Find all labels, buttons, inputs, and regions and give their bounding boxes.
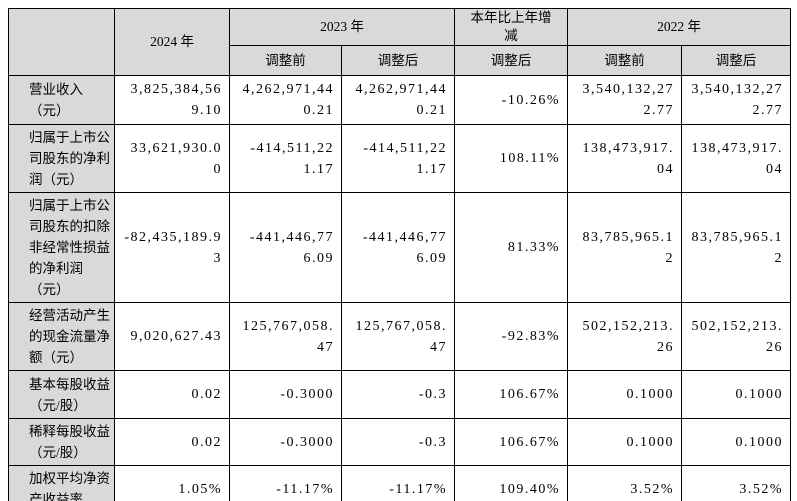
cell-2023-after: -414,511,221.17 [341,124,455,193]
row-label: 归属于上市公司股东的净利润（元） [8,124,115,193]
table-row-basic-eps: 基本每股收益（元/股） 0.02 -0.3000 -0.3 106.67% 0.… [8,370,791,419]
subheader-2022-adjust-before: 调整前 [567,45,682,76]
table-row-net-profit: 归属于上市公司股东的净利润（元） 33,621,930.00 -414,511,… [8,124,791,193]
row-label: 归属于上市公司股东的扣除非经常性损益的净利润（元） [8,192,115,303]
cell-2023-after: -0.3 [341,418,455,466]
cell-2023-before: -0.3000 [229,418,342,466]
cell-change: 81.33% [454,192,568,303]
cell-2022-before: 3,540,132,272.77 [567,75,682,125]
cell-2022-after: 83,785,965.12 [681,192,791,303]
row-label: 加权平均净资产收益率 [8,465,115,501]
cell-2024: -82,435,189.93 [114,192,230,303]
financial-indicators-table: 2024 年 2023 年 本年比上年增减 2022 年 调整前 调整后 调整后… [8,8,791,501]
cell-2024: 0.02 [114,370,230,419]
cell-2024: 9,020,627.43 [114,302,230,371]
cell-2022-before: 502,152,213.26 [567,302,682,371]
subheader-2023-adjust-before: 调整前 [229,45,342,76]
col-header-2024: 2024 年 [114,8,230,76]
cell-change: 106.67% [454,418,568,466]
cell-2023-after: -441,446,776.09 [341,192,455,303]
cell-2024: 0.02 [114,418,230,466]
cell-2023-before: -11.17% [229,465,342,501]
cell-2023-after: 4,262,971,440.21 [341,75,455,125]
cell-change: 106.67% [454,370,568,419]
col-header-change: 本年比上年增减 [454,8,568,46]
row-label: 营业收入（元） [8,75,115,125]
cell-2024: 33,621,930.00 [114,124,230,193]
cell-change: 109.40% [454,465,568,501]
header-row-sub: 调整前 调整后 调整后 调整前 调整后 [9,45,791,76]
cell-2022-after: 138,473,917.04 [681,124,791,193]
cell-2022-after: 502,152,213.26 [681,302,791,371]
table-row-weighted-avg-roe: 加权平均净资产收益率 1.05% -11.17% -11.17% 109.40%… [8,465,791,501]
cell-2024: 1.05% [114,465,230,501]
cell-2022-before: 83,785,965.12 [567,192,682,303]
cell-2022-after: 0.1000 [681,418,791,466]
col-header-2023: 2023 年 [229,8,455,46]
cell-2022-after: 0.1000 [681,370,791,419]
corner-cell [8,8,115,76]
table-row-revenue: 营业收入（元） 3,825,384,569.10 4,262,971,440.2… [8,75,791,125]
cell-change: -10.26% [454,75,568,125]
cell-2023-before: -0.3000 [229,370,342,419]
cell-change: 108.11% [454,124,568,193]
subheader-2022-adjust-after: 调整后 [681,45,791,76]
table-row-operating-cash-flow: 经营活动产生的现金流量净额（元） 9,020,627.43 125,767,05… [8,302,791,371]
cell-2023-after: -11.17% [341,465,455,501]
cell-2022-after: 3.52% [681,465,791,501]
cell-2023-before: 125,767,058.47 [229,302,342,371]
cell-2022-after: 3,540,132,272.77 [681,75,791,125]
cell-change: -92.83% [454,302,568,371]
row-label: 经营活动产生的现金流量净额（元） [8,302,115,371]
row-label: 稀释每股收益（元/股） [8,418,115,466]
cell-2023-before: -441,446,776.09 [229,192,342,303]
cell-2023-after: 125,767,058.47 [341,302,455,371]
cell-2022-before: 0.1000 [567,418,682,466]
subheader-2023-adjust-after: 调整后 [341,45,455,76]
header-row-top: 2024 年 2023 年 本年比上年增减 2022 年 [8,8,791,76]
cell-2022-before: 0.1000 [567,370,682,419]
table-row-diluted-eps: 稀释每股收益（元/股） 0.02 -0.3000 -0.3 106.67% 0.… [8,418,791,466]
col-header-2022: 2022 年 [567,8,791,46]
cell-2022-before: 138,473,917.04 [567,124,682,193]
cell-2023-before: -414,511,221.17 [229,124,342,193]
row-label: 基本每股收益（元/股） [8,370,115,419]
cell-2022-before: 3.52% [567,465,682,501]
cell-2023-before: 4,262,971,440.21 [229,75,342,125]
cell-2023-after: -0.3 [341,370,455,419]
subheader-change-adjust-after: 调整后 [454,45,568,76]
cell-2024: 3,825,384,569.10 [114,75,230,125]
table-row-net-profit-deducted: 归属于上市公司股东的扣除非经常性损益的净利润（元） -82,435,189.93… [8,192,791,303]
